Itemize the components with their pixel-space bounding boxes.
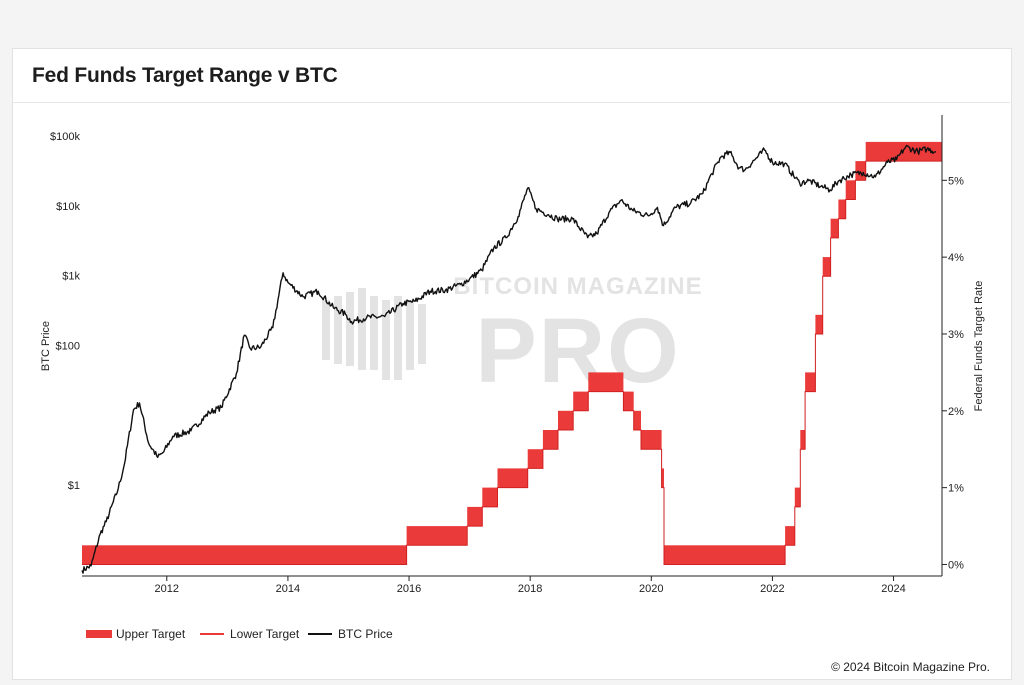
axes-layer: 2012 2014 2016 2018 2020 2022 2024 $1 $100 $1k $10… — [40, 115, 985, 595]
title-divider — [12, 102, 1010, 103]
fed-target-step — [527, 449, 543, 469]
page-title: Fed Funds Target Range v BTC — [32, 64, 338, 87]
x-tick-label: 2022 — [760, 583, 784, 595]
fed-target-step — [633, 410, 641, 430]
y-right-axis-title: Federal Funds Target Rate — [973, 281, 985, 412]
fed-target-step — [482, 487, 498, 507]
legend-swatch-upper-target — [86, 630, 112, 638]
legend-label: Upper Target — [116, 627, 186, 641]
fed-target-step — [664, 545, 786, 565]
x-tick-label: 2020 — [639, 583, 663, 595]
copyright: © 2024 Bitcoin Magazine Pro. — [831, 660, 990, 674]
legend-label: Lower Target — [230, 627, 300, 641]
y-right-tick-label: 4% — [948, 252, 964, 264]
fed-target-step — [406, 526, 468, 546]
fed-target-step — [641, 430, 662, 450]
legend-label: BTC Price — [338, 627, 393, 641]
x-tick-label: 2016 — [397, 583, 421, 595]
fed-target-step — [573, 391, 589, 411]
y-right-tick-label: 1% — [948, 483, 964, 495]
btc-price-series — [81, 144, 937, 574]
fed-target-step — [830, 218, 839, 238]
fed-target-step — [558, 410, 574, 430]
legend: Upper Target Lower Target BTC Price — [86, 627, 393, 641]
y-left-tick-label: $10k — [56, 201, 80, 213]
fed-target-step — [800, 430, 806, 450]
y-right-tick-label: 0% — [948, 559, 964, 571]
fed-target-step — [785, 526, 795, 546]
fed-target-step — [794, 487, 801, 507]
fed-target-step — [497, 468, 528, 488]
y-left-tick-label: $1k — [62, 271, 80, 283]
fed-target-step — [542, 430, 558, 450]
fed-target-step — [815, 314, 823, 334]
watermark-line2: PRO — [475, 300, 680, 402]
x-tick-label: 2014 — [276, 583, 300, 595]
x-tick-label: 2012 — [155, 583, 179, 595]
fed-target-step — [467, 506, 483, 527]
fed-target-step — [936, 141, 942, 162]
y-left-tick-label: $100k — [50, 131, 80, 143]
y-left-tick-label: $100 — [56, 341, 80, 353]
fed-target-step — [588, 372, 624, 392]
y-right-tick-label: 3% — [948, 329, 964, 341]
lower-target-line — [82, 160, 942, 565]
chart-card — [12, 48, 1012, 680]
y-right-tick-label: 2% — [948, 406, 964, 418]
fed-target-step — [805, 372, 816, 392]
fed-target-step — [838, 199, 846, 219]
fed-target-step — [623, 391, 634, 411]
fed-target-step — [82, 545, 407, 565]
y-left-tick-label: $1 — [68, 480, 80, 492]
x-tick-label: 2018 — [518, 583, 542, 595]
fed-funds-layer — [82, 141, 942, 565]
y-left-axis-title: BTC Price — [40, 321, 52, 371]
watermark-logo-mark — [322, 288, 426, 380]
x-tick-label: 2024 — [881, 583, 905, 595]
btc-price-layer — [81, 144, 937, 574]
fed-target-step — [855, 161, 866, 181]
fed-target-step — [845, 180, 856, 200]
watermark-line1: BITCOIN MAGAZINE — [453, 273, 702, 300]
fed-target-step — [661, 468, 664, 488]
watermark: BITCOIN MAGAZINE PRO — [322, 273, 702, 402]
y-right-tick-label: 5% — [948, 175, 964, 187]
fed-target-step — [822, 257, 831, 277]
